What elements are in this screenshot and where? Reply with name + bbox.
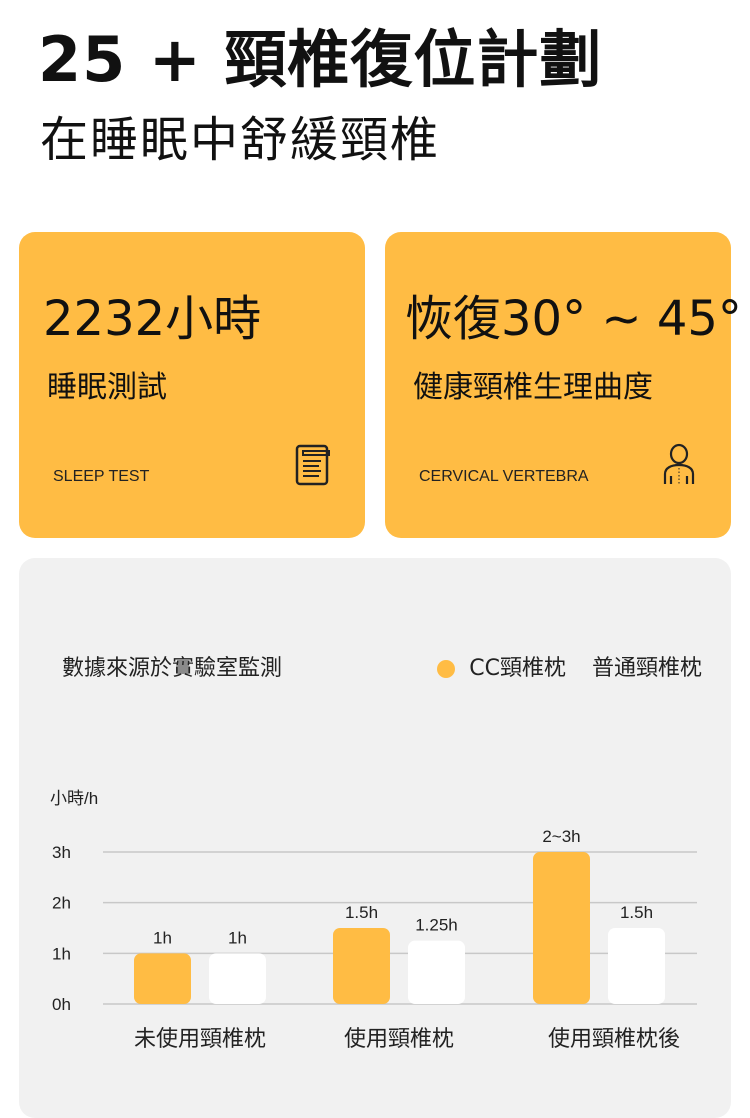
x-category-label: 使用頸椎枕 bbox=[344, 1027, 454, 1052]
cervical-card: 恢復30° ~ 45° 健康頸椎生理曲度 CERVICAL VERTEBRA bbox=[385, 232, 742, 538]
legend-label: 普通頸椎枕 bbox=[591, 656, 702, 681]
page-title: 25 + 頸椎復位計劃 bbox=[38, 23, 603, 96]
y-tick-label: 1h bbox=[52, 944, 71, 963]
card-english: CERVICAL VERTEBRA bbox=[419, 468, 589, 485]
data-label: 2~3h bbox=[542, 827, 580, 846]
y-axis-label: 小時/h bbox=[50, 789, 98, 808]
legend-dot-cc bbox=[437, 660, 456, 678]
chart-panel bbox=[19, 558, 731, 1118]
bar bbox=[209, 953, 266, 1004]
page-subtitle: 在睡眠中舒緩頸椎 bbox=[40, 112, 441, 168]
data-label: 1.5h bbox=[620, 903, 653, 922]
data-label: 1.25h bbox=[415, 916, 458, 935]
y-tick-label: 2h bbox=[52, 894, 71, 913]
legend-item-normal: 普通頸椎枕 bbox=[592, 654, 702, 684]
data-source-text: 數據來源於實驗室監測 bbox=[62, 656, 283, 681]
legend-label: CC頸椎枕 bbox=[469, 656, 566, 681]
bar bbox=[134, 953, 191, 1004]
card-value: 2232小時 bbox=[43, 291, 262, 347]
x-category-label: 使用頸椎枕後 bbox=[548, 1027, 680, 1052]
bar bbox=[533, 852, 590, 1004]
x-category-label: 未使用頸椎枕 bbox=[134, 1027, 266, 1052]
data-label: 1.5h bbox=[345, 903, 378, 922]
bar bbox=[408, 940, 465, 1004]
card-english: SLEEP TEST bbox=[53, 468, 150, 485]
notebook-icon bbox=[295, 444, 330, 486]
card-label: 健康頸椎生理曲度 bbox=[413, 370, 653, 405]
bar bbox=[608, 928, 665, 1004]
bar bbox=[333, 928, 390, 1004]
card-value: 恢復30° ~ 45° bbox=[405, 291, 742, 347]
sleep-test-card: 2232小時 睡眠測試 SLEEP TEST bbox=[19, 232, 365, 538]
data-label: 1h bbox=[228, 928, 247, 947]
legend-item-cc: CC頸椎枕 bbox=[437, 654, 566, 684]
person-spine-icon bbox=[663, 443, 695, 484]
card-label: 睡眠測試 bbox=[47, 370, 167, 405]
chart-legend: CC頸椎枕 普通頸椎枕 bbox=[437, 654, 702, 684]
y-tick-label: 3h bbox=[52, 843, 71, 862]
data-label: 1h bbox=[153, 928, 172, 947]
y-tick-label: 0h bbox=[52, 995, 71, 1014]
